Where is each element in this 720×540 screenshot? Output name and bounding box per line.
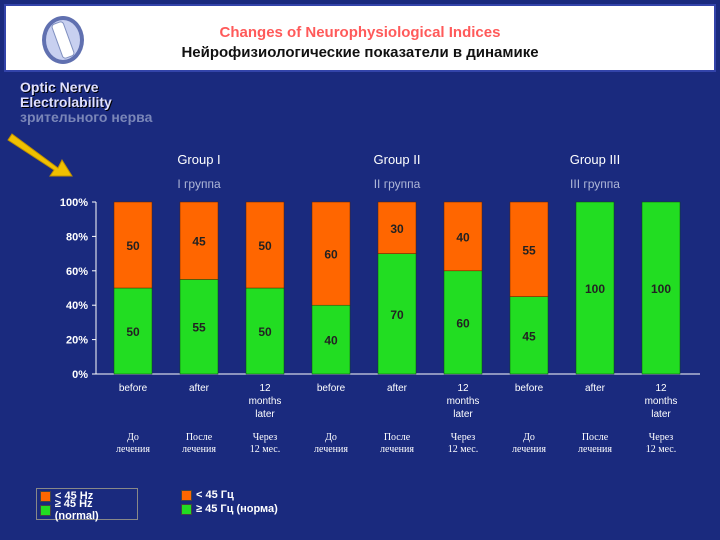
- bar-low: [443, 201, 483, 272]
- group-label-ru: III группа: [570, 177, 620, 191]
- category-label-en: later: [255, 409, 275, 420]
- category-label-ru: После: [582, 432, 609, 443]
- group-label-en: Group I: [177, 152, 220, 167]
- category-label-ru: До: [523, 432, 535, 443]
- data-label-low: 30: [390, 222, 404, 236]
- bar-normal: [245, 287, 285, 375]
- category-label-ru: Через: [451, 432, 475, 443]
- data-label-normal: 100: [585, 282, 605, 296]
- group-label-en: Group III: [570, 152, 621, 167]
- category-label-ru: Через: [253, 432, 277, 443]
- bar-low: [245, 201, 285, 289]
- data-label-low: 55: [522, 243, 536, 257]
- category-label-ru: 12 мес.: [448, 444, 478, 455]
- category-label-en: later: [651, 409, 671, 420]
- side-label-ru-2: зрительного нерва: [20, 109, 153, 125]
- logo-icon: [42, 16, 84, 64]
- bar-low: [509, 201, 549, 297]
- legend-item-low: < 45 Hz: [37, 489, 137, 503]
- data-label-normal: 45: [522, 329, 536, 343]
- data-label-normal: 50: [258, 325, 272, 339]
- category-label-en: 12: [655, 383, 667, 394]
- category-label-ru: лечения: [116, 444, 150, 455]
- y-tick-label: 40%: [66, 300, 88, 312]
- category-label-en: later: [453, 409, 473, 420]
- category-label-ru: После: [186, 432, 213, 443]
- bar-normal: [575, 201, 615, 375]
- bar-low: [113, 201, 153, 289]
- category-label-en: after: [189, 383, 210, 394]
- group-label-en: Group II: [374, 152, 421, 167]
- legend-label-normal: ≥ 45 Hz (normal): [54, 498, 99, 522]
- y-tick-label: 80%: [66, 231, 88, 243]
- category-label-en: before: [317, 383, 346, 394]
- data-label-normal: 70: [390, 308, 404, 322]
- legend-label-low: < 45 Hz: [55, 490, 94, 502]
- data-label-low: 40: [456, 230, 470, 244]
- legend-item-normal: ≥ 45 Hz (normal): [37, 498, 137, 522]
- category-label-ru: лечения: [182, 444, 216, 455]
- legend-label-normal-ru: ≥ 45 Гц (норма): [196, 503, 278, 515]
- bar-normal: [443, 270, 483, 375]
- category-label-ru: 12 мес.: [646, 444, 676, 455]
- bar-normal: [377, 253, 417, 375]
- side-label-en-0: Optic Nerve: [20, 79, 99, 95]
- group-label-ru: II группа: [374, 177, 421, 191]
- data-label-normal: 55: [192, 321, 206, 335]
- category-label-en: 12: [457, 383, 469, 394]
- bar-normal: [641, 201, 681, 375]
- title-banner: Changes of Neurophysiological Indices Не…: [4, 4, 716, 72]
- legend-en: < 45 Hz ≥ 45 Hz (normal): [36, 488, 138, 522]
- arrow-icon: [7, 133, 73, 177]
- y-tick-label: 20%: [66, 335, 88, 347]
- category-label-en: months: [447, 396, 480, 407]
- category-label-ru: До: [127, 432, 139, 443]
- category-label-en: months: [645, 396, 678, 407]
- category-label-ru: лечения: [578, 444, 612, 455]
- bar-normal: [113, 287, 153, 375]
- bar-low: [311, 201, 351, 306]
- side-label: Optic Nerve Electrolability зрительного …: [20, 80, 152, 125]
- data-label-normal: 100: [651, 282, 671, 296]
- legend-swatch-low: [40, 490, 51, 502]
- category-label-ru: До: [325, 432, 337, 443]
- legend-item-normal-ru: ≥ 45 Гц (норма): [178, 502, 278, 516]
- category-label-ru: 12 мес.: [250, 444, 280, 455]
- side-label-en-1: Electrolability: [20, 94, 112, 110]
- y-tick-label: 0%: [72, 369, 88, 381]
- data-label-low: 50: [258, 239, 272, 253]
- legend-swatch-low-ru: [181, 489, 192, 501]
- category-label-ru: Через: [649, 432, 673, 443]
- category-label-en: before: [119, 383, 148, 394]
- category-label-en: 12: [259, 383, 271, 394]
- data-label-low: 50: [126, 239, 140, 253]
- category-label-en: after: [585, 383, 606, 394]
- category-label-en: months: [249, 396, 282, 407]
- group-label-ru: I группа: [177, 177, 221, 191]
- data-label-normal: 60: [456, 316, 470, 330]
- category-label-en: before: [515, 383, 544, 394]
- bar-low: [179, 201, 219, 280]
- bar-normal: [509, 296, 549, 375]
- data-label-low: 60: [324, 248, 338, 262]
- legend-label-low-ru: < 45 Гц: [196, 489, 234, 501]
- category-label-ru: лечения: [380, 444, 414, 455]
- data-label-normal: 40: [324, 334, 338, 348]
- legend-item-low-ru: < 45 Гц: [178, 488, 278, 502]
- page-title-en: Changes of Neurophysiological Indices: [219, 24, 501, 41]
- category-label-en: after: [387, 383, 408, 394]
- data-label-low: 45: [192, 235, 206, 249]
- category-label-ru: После: [384, 432, 411, 443]
- page-title-ru: Нейрофизиологические показатели в динами…: [181, 44, 539, 61]
- category-label-ru: лечения: [512, 444, 546, 455]
- y-tick-label: 60%: [66, 266, 88, 278]
- y-tick-label: 100%: [60, 197, 88, 209]
- legend-swatch-normal: [40, 504, 51, 516]
- legend-swatch-normal-ru: [181, 503, 192, 515]
- category-label-ru: лечения: [314, 444, 348, 455]
- bar-low: [377, 201, 417, 254]
- legend-ru: < 45 Гц ≥ 45 Гц (норма): [178, 488, 278, 518]
- data-label-normal: 50: [126, 325, 140, 339]
